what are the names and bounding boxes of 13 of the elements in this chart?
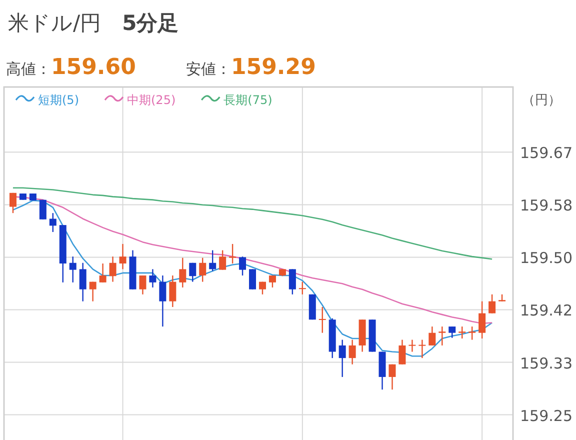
legend-label: 中期(25) xyxy=(127,93,176,107)
ytick: 159.67 xyxy=(520,144,572,162)
ylabel: （円） xyxy=(522,93,561,108)
ytick: 159.58 xyxy=(520,196,572,215)
legend-label: 長期(75) xyxy=(224,93,272,107)
ytick: 159.50 xyxy=(520,249,572,268)
annotation: 安値：159.29 xyxy=(186,55,316,80)
ytick: 159.42 xyxy=(520,302,572,320)
title: 米ドル/円 5分足 xyxy=(8,11,179,35)
ytick: 159.33 xyxy=(520,354,572,372)
ytick: 159.25 xyxy=(520,406,572,425)
legend-label: 短期(5) xyxy=(38,93,79,107)
annotation: 高値：159.60 xyxy=(6,55,136,80)
